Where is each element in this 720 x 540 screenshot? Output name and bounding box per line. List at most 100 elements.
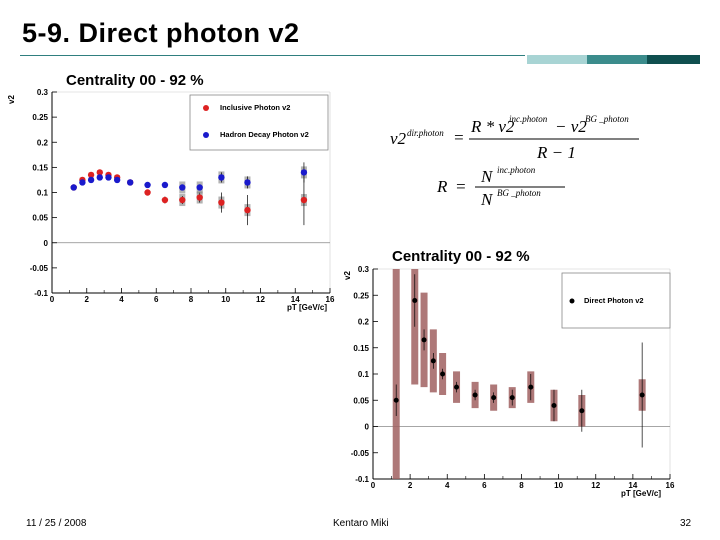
c2-point-a xyxy=(454,384,460,390)
c2-xtick-label: 6 xyxy=(482,481,487,490)
c1-xtick-label: 6 xyxy=(154,295,159,304)
eq2-den-sup: BG _photon xyxy=(497,188,541,198)
chart2-legend: Direct Photon v2 xyxy=(561,272,671,329)
accent-band-dark xyxy=(647,55,700,64)
c2-ytick-label: 0.15 xyxy=(353,344,369,353)
c1-xtick-label: 12 xyxy=(256,295,265,304)
c2-sys-band xyxy=(392,269,400,479)
c2-point-a xyxy=(412,298,418,303)
c1-point-a xyxy=(179,196,186,204)
chart2-ylabel: v2 xyxy=(343,271,352,280)
c1-xtick-label: 8 xyxy=(189,295,194,304)
c1-xtick-label: 10 xyxy=(221,295,230,304)
accent-band-light xyxy=(527,55,587,64)
c1-ytick-label: -0.1 xyxy=(34,289,48,298)
eq1-num-sup2: BG _photon xyxy=(585,114,629,124)
c2-xtick-label: 12 xyxy=(591,481,600,490)
c2-point-a xyxy=(472,392,478,398)
eq2-num-sup: inc.photon xyxy=(497,165,536,175)
c1-point-b xyxy=(144,181,151,189)
c2-point-a xyxy=(430,358,436,364)
chart1-title: Centrality 00 - 92 % xyxy=(66,72,204,89)
legend-direct-label: Direct Photon v2 xyxy=(584,296,644,305)
eq1-num-minus: − v2 xyxy=(555,117,587,136)
c1-ytick-label: 0.25 xyxy=(32,113,48,122)
c1-point-b xyxy=(179,184,186,191)
formula-block: v2 dir.photon = R * v2 inc.photon − v2 B… xyxy=(390,114,639,209)
eq2-den: N xyxy=(480,190,494,209)
c2-point-a xyxy=(509,395,515,401)
eq2-lhs: R xyxy=(436,177,448,196)
c1-point-a xyxy=(300,196,308,204)
chart1-ylabel: v2 xyxy=(7,95,16,104)
c1-xtick-label: 16 xyxy=(326,295,335,304)
title-rule xyxy=(20,55,525,56)
c1-xtick-label: 0 xyxy=(50,295,55,304)
c1-point-b xyxy=(113,176,121,184)
c1-point-a xyxy=(196,194,203,201)
c2-point-a xyxy=(491,395,497,401)
chart1-xlabel: pT [GeV/c] xyxy=(287,303,327,312)
c2-xtick-label: 16 xyxy=(666,481,675,490)
c1-point-b xyxy=(96,174,103,181)
eq1-lhs: v2 xyxy=(390,129,407,148)
c2-ytick-label: 0 xyxy=(365,423,370,432)
c2-ytick-label: 0.2 xyxy=(358,318,370,327)
c2-xtick-label: 0 xyxy=(371,481,376,490)
c2-xtick-label: 2 xyxy=(408,481,413,490)
c1-ytick-label: 0.05 xyxy=(32,214,48,223)
c2-point-a xyxy=(440,371,446,377)
eq1-num-sup1: inc.photon xyxy=(509,114,548,124)
eq2-equals: = xyxy=(455,177,466,196)
c1-point-b xyxy=(161,181,169,189)
c2-xtick-label: 10 xyxy=(554,481,563,490)
c2-xtick-label: 4 xyxy=(445,481,450,490)
c1-xtick-label: 4 xyxy=(119,295,124,304)
c1-ytick-label: -0.05 xyxy=(30,264,49,273)
legend-hadron-marker xyxy=(203,132,209,138)
c2-point-a xyxy=(528,384,534,390)
c1-xtick-label: 2 xyxy=(85,295,90,304)
c1-point-a xyxy=(96,169,103,176)
c2-ytick-label: 0.3 xyxy=(358,265,370,274)
c2-point-a xyxy=(579,408,585,414)
c1-point-b xyxy=(196,184,203,191)
c2-point-a xyxy=(421,337,427,343)
eq2-num: N xyxy=(480,167,494,186)
c1-point-a xyxy=(87,171,95,179)
c1-xtick-label: 14 xyxy=(291,295,300,304)
c2-ytick-label: -0.05 xyxy=(351,449,370,458)
c1-point-b xyxy=(300,169,308,176)
c2-point-a xyxy=(551,403,557,408)
c2-ytick-label: -0.1 xyxy=(355,475,369,484)
c2-point-a xyxy=(393,397,399,403)
c2-point-a xyxy=(639,392,645,398)
chart2-title: Centrality 00 - 92 % xyxy=(392,248,530,265)
c1-point-b xyxy=(126,179,134,186)
c1-point-b xyxy=(105,174,112,181)
chart-direct-photon: Centrality 00 - 92 % -0.1 -0.05 0 0.05 0.1 0.… xyxy=(340,240,680,505)
c1-ytick-label: 0.1 xyxy=(37,189,49,198)
c2-ytick-label: 0.1 xyxy=(358,370,370,379)
footer-author: Kentaro Miki xyxy=(333,518,389,529)
footer-date: 11 / 25 / 2008 xyxy=(26,518,87,529)
slide-title: 5-9. Direct photon v2 xyxy=(22,18,300,48)
legend-hadron-label: Hadron Decay Photon v2 xyxy=(220,130,309,139)
c1-ytick-label: 0.3 xyxy=(37,88,49,97)
chart2-xlabel: pT [GeV/c] xyxy=(621,489,661,498)
c1-point-a xyxy=(161,196,169,204)
c1-point-a xyxy=(244,206,251,214)
chart-inclusive-vs-hadron: Centrality 00 - 92 % -0.1 -0.05 0 0.05 0.1 0.… xyxy=(0,68,340,333)
legend-inclusive-marker xyxy=(203,105,209,111)
c1-point-b xyxy=(87,176,95,184)
c1-point-a xyxy=(144,189,151,196)
c2-xtick-label: 14 xyxy=(628,481,637,490)
eq1-lhs-sup: dir.photon xyxy=(407,128,444,138)
c1-point-b xyxy=(244,179,251,186)
c1-ytick-label: 0 xyxy=(44,239,49,248)
accent-band-mid xyxy=(587,55,647,64)
legend-inclusive-label: Inclusive Photon v2 xyxy=(220,103,290,112)
eq1-num: R * v2 xyxy=(470,117,515,136)
c1-point-a xyxy=(218,199,225,206)
c1-point-b xyxy=(70,184,77,191)
